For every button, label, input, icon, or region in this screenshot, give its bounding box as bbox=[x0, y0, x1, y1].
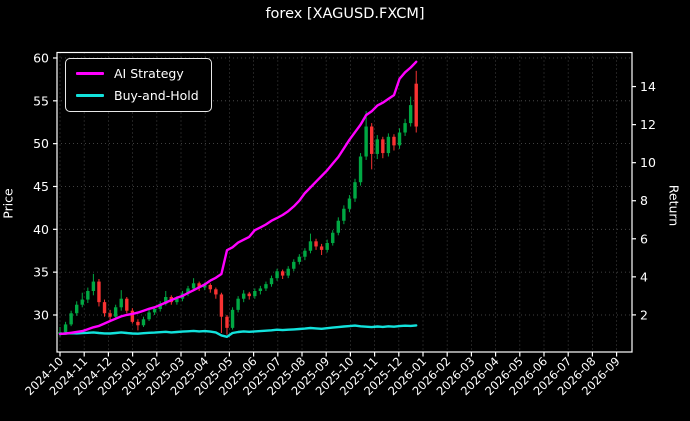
legend-item-ai-strategy: AI Strategy bbox=[76, 66, 199, 81]
legend-label-buy-and-hold: Buy-and-Hold bbox=[114, 88, 199, 103]
svg-text:60: 60 bbox=[33, 50, 49, 65]
svg-text:30: 30 bbox=[33, 307, 49, 322]
svg-text:14: 14 bbox=[640, 79, 656, 94]
ai-strategy-line-swatch bbox=[76, 72, 104, 75]
svg-text:50: 50 bbox=[33, 136, 49, 151]
legend: AI Strategy Buy-and-Hold bbox=[65, 58, 212, 112]
legend-item-buy-and-hold: Buy-and-Hold bbox=[76, 88, 199, 103]
svg-text:12: 12 bbox=[640, 117, 656, 132]
svg-text:4: 4 bbox=[640, 269, 648, 284]
chart-title: forex [XAGUSD.FXCM] bbox=[265, 6, 425, 22]
svg-text:8: 8 bbox=[640, 193, 648, 208]
svg-text:2: 2 bbox=[640, 307, 648, 322]
svg-text:6: 6 bbox=[640, 231, 648, 246]
svg-text:45: 45 bbox=[33, 179, 49, 194]
svg-text:10: 10 bbox=[640, 155, 656, 170]
buy-and-hold-line-swatch bbox=[76, 94, 104, 97]
legend-label-ai-strategy: AI Strategy bbox=[114, 66, 184, 81]
y-axis-label-price: Price bbox=[0, 188, 16, 219]
y-axis-label-return: Return bbox=[666, 184, 682, 227]
svg-text:40: 40 bbox=[33, 222, 49, 237]
svg-text:55: 55 bbox=[33, 93, 49, 108]
svg-text:35: 35 bbox=[33, 265, 49, 280]
